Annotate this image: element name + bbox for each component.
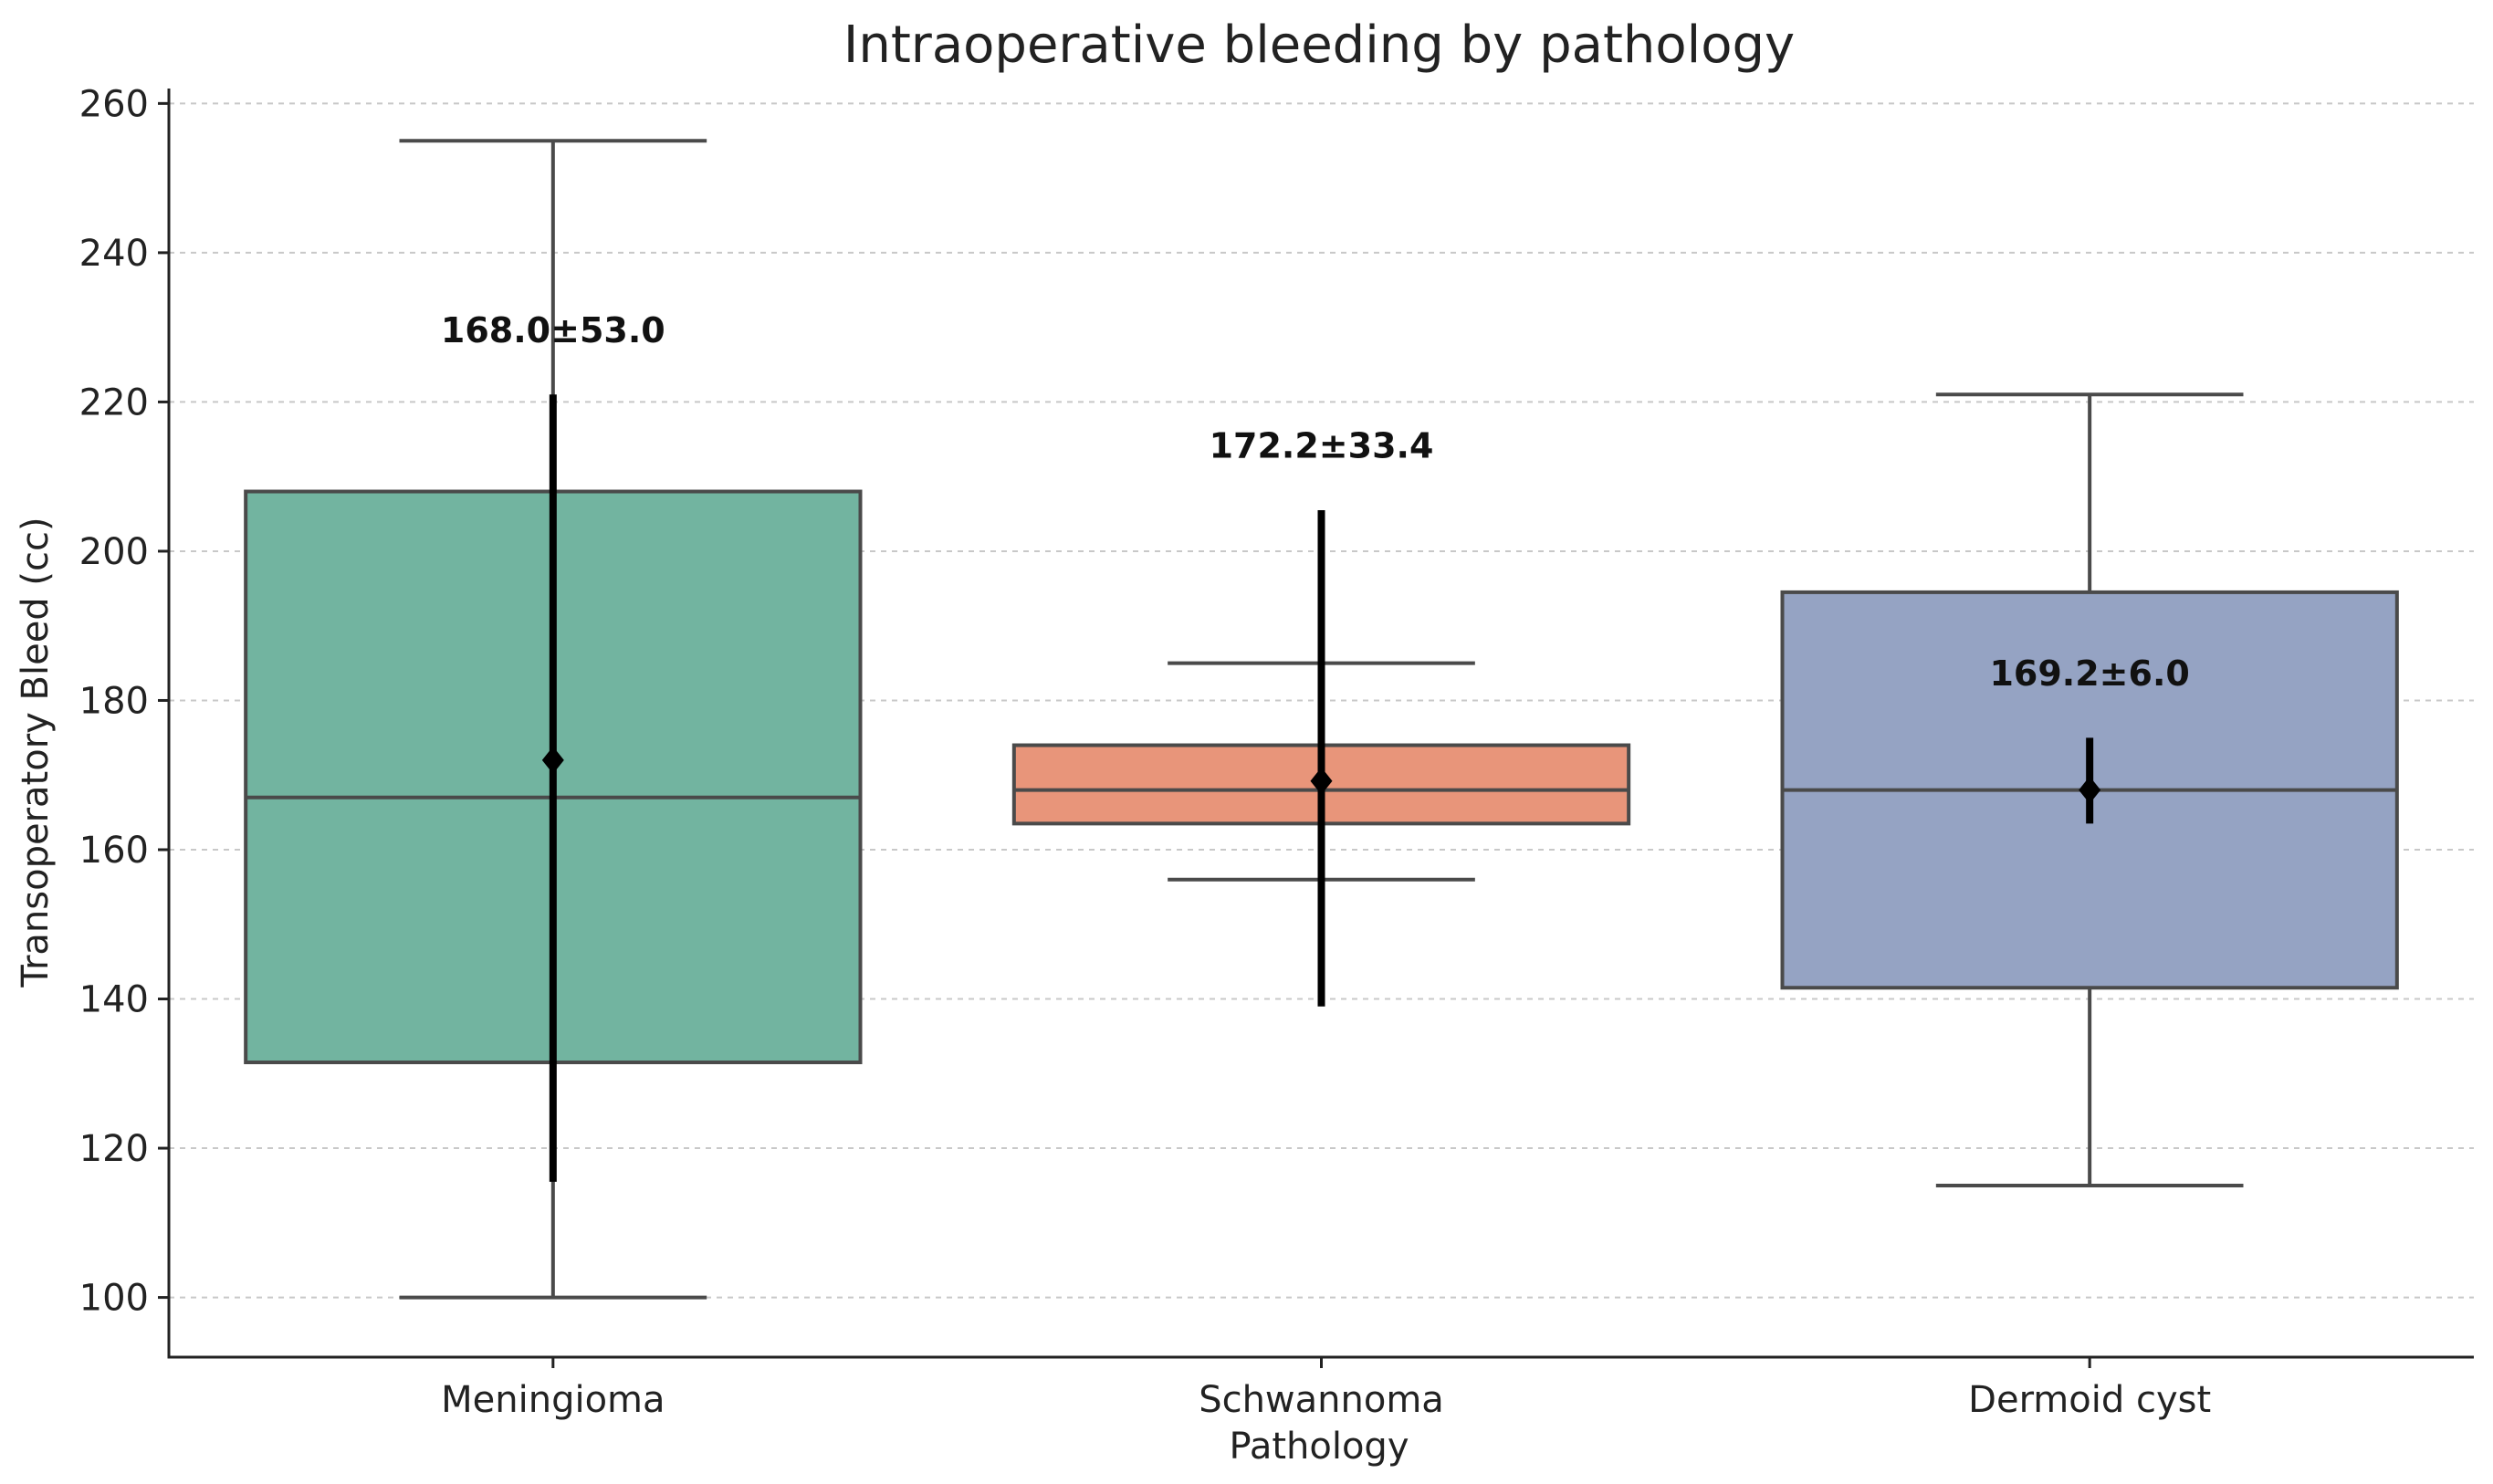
x-axis-label: Pathology xyxy=(1230,1426,1409,1468)
y-tick-label-180: 180 xyxy=(79,680,149,722)
mean-marker xyxy=(1310,767,1333,795)
y-tick-label-100: 100 xyxy=(79,1278,149,1320)
y-tick-label-200: 200 xyxy=(79,531,149,573)
error-bar-dermoid-cyst xyxy=(2079,737,2101,824)
error-bar-meningioma xyxy=(541,394,564,1182)
x-tick-label-dermoid-cyst: Dermoid cyst xyxy=(1968,1379,2211,1421)
mean-label-schwannoma: 172.2±33.4 xyxy=(1210,426,1434,466)
chart-title: Intraoperative bleeding by pathology xyxy=(843,16,1795,75)
mean-marker xyxy=(2079,776,2101,804)
error-bar-schwannoma xyxy=(1310,509,1333,1007)
mean-marker xyxy=(541,746,564,774)
y-tick-label-240: 240 xyxy=(79,233,149,275)
mean-label-meningioma: 168.0±53.0 xyxy=(441,310,665,350)
mean-labels: 168.0±53.0 172.2±33.4 169.2±6.0 xyxy=(441,310,2190,694)
y-tick-label-260: 260 xyxy=(79,83,149,125)
y-tick-label-160: 160 xyxy=(79,830,149,872)
axes: 100 120 140 160 180 200 220 240 260 Meningioma Sch… xyxy=(79,83,2474,1421)
y-tick-label-220: 220 xyxy=(79,381,149,423)
x-tick-label-meningioma: Meningioma xyxy=(441,1379,665,1421)
y-tick-label-120: 120 xyxy=(79,1128,149,1170)
mean-error-bars xyxy=(541,394,2101,1182)
y-tick-label-140: 140 xyxy=(79,979,149,1021)
mean-label-dermoid-cyst: 169.2±6.0 xyxy=(1989,653,2189,694)
axis-spines xyxy=(167,89,2474,1359)
y-axis-label: Transoperatory Bleed (cc) xyxy=(15,517,57,988)
x-tick-label-schwannoma: Schwannoma xyxy=(1199,1379,1444,1421)
